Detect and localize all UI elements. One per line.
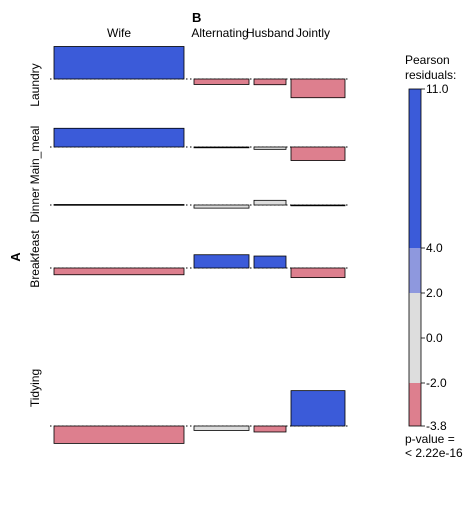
bar-tidying-jointly [290, 390, 346, 427]
col-label-wife: Wife [107, 26, 131, 40]
bar-main_meal-wife [53, 127, 185, 148]
bar-breakfeast-wife [53, 267, 185, 276]
legend-seg-mild-pos [409, 248, 421, 293]
bar-tidying-husband [253, 425, 287, 433]
bar-laundry-jointly [290, 78, 346, 99]
bar-main_meal-husband [253, 146, 287, 150]
bar-dinner-jointly [290, 204, 346, 207]
bar-breakfeast-alternating [193, 254, 250, 269]
bar-breakfeast-jointly [290, 267, 346, 279]
col-label-alternating: Alternating [191, 26, 248, 40]
row-var-label: A [8, 252, 23, 262]
bar-tidying-alternating [193, 425, 250, 431]
bar-laundry-wife [53, 46, 185, 80]
legend-seg-strong-pos [409, 89, 421, 248]
row-label-laundry: Laundry [28, 63, 42, 106]
row-label-breakfeast: Breakfeast [28, 230, 42, 288]
bar-laundry-husband [253, 78, 287, 86]
legend-title-line2: residuals: [405, 68, 456, 82]
legend-tick-label: 4.0 [426, 241, 443, 255]
legend-tick-label: 11.0 [426, 82, 449, 96]
legend-title-line1: Pearson [405, 53, 450, 67]
legend-bar-frame [408, 88, 422, 427]
row-label-main_meal: Main_meal [28, 126, 42, 185]
legend-tick-label: 0.0 [426, 331, 443, 345]
legend-tick-label: -3.8 [426, 419, 447, 433]
p-value-line1: p-value = [405, 432, 455, 446]
col-var-label: B [192, 10, 201, 25]
row-label-tidying: Tidying [28, 369, 42, 407]
bar-dinner-wife [53, 204, 185, 206]
bar-tidying-wife [53, 425, 185, 444]
legend-tick-label: -2.0 [426, 376, 447, 390]
col-label-jointly: Jointly [296, 26, 330, 40]
bar-dinner-alternating [193, 204, 250, 209]
bar-main_meal-jointly [290, 146, 346, 161]
bar-main_meal-alternating [193, 146, 250, 149]
legend-seg-mild-neg [409, 383, 421, 426]
bar-dinner-husband [253, 199, 287, 206]
legend-seg-neutral [409, 293, 421, 383]
row-label-dinner: Dinner [28, 187, 42, 222]
legend-tick-label: 2.0 [426, 286, 443, 300]
bar-laundry-alternating [193, 78, 250, 85]
bar-breakfeast-husband [253, 255, 287, 269]
col-label-husband: Husband [246, 26, 294, 40]
p-value-line2: < 2.22e-16 [405, 446, 463, 460]
